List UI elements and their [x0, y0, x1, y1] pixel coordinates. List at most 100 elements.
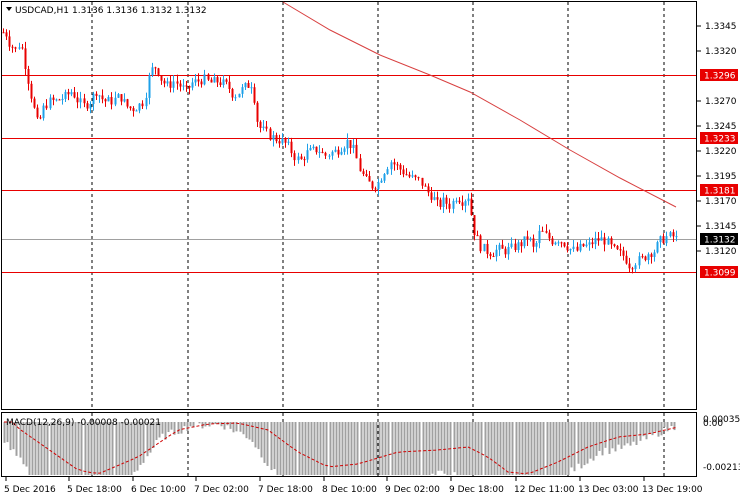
- dropdown-triangle-icon[interactable]: [6, 7, 12, 11]
- candle-body: [473, 215, 476, 236]
- candle-body: [458, 200, 461, 203]
- horizontal-levels[interactable]: [2, 75, 696, 273]
- level-tag-label: 1.3099: [704, 269, 736, 279]
- moving-average-line: [282, 1, 677, 208]
- level-tag-label: 1.3181: [704, 187, 736, 197]
- candle-body: [523, 236, 526, 247]
- candle-body: [591, 242, 594, 245]
- candle-body: [92, 93, 95, 105]
- candle-body: [49, 97, 52, 109]
- candle-body: [616, 245, 619, 250]
- candle-body: [262, 126, 265, 128]
- candle-body: [151, 67, 154, 76]
- candle-body: [517, 242, 520, 250]
- price-tick-label: 1.3145: [705, 222, 737, 232]
- candle-body: [483, 243, 486, 252]
- candle-body: [200, 81, 203, 85]
- candle-body: [427, 186, 430, 193]
- candle-body: [58, 99, 61, 101]
- candle-body: [383, 174, 386, 181]
- time-tick-label: 12 Dec 11:00: [514, 485, 575, 495]
- candle-body: [89, 104, 92, 109]
- price-axis: 1.3345 1.3320 1.3270 1.3245 1.3220 1.3195 1.31…: [697, 22, 737, 257]
- macd-label: MACD(12,26,9) -0.00008 -0.00021: [6, 418, 161, 428]
- candle-body: [560, 242, 563, 244]
- candle-body: [141, 103, 144, 107]
- candle-body: [579, 243, 582, 251]
- time-tick-label: 9 Dec 02:00: [385, 485, 440, 495]
- candle-body: [11, 46, 14, 48]
- candle-body: [234, 97, 237, 99]
- candle-body: [572, 246, 575, 249]
- candle-body: [495, 249, 498, 257]
- candle-body: [225, 79, 228, 82]
- price-tick-label: 1.3320: [705, 47, 737, 57]
- candle-body: [79, 98, 82, 103]
- candle-body: [328, 155, 331, 157]
- candle-body: [659, 236, 662, 243]
- candle-body: [231, 88, 234, 98]
- candle-body: [219, 82, 222, 86]
- level-tag-label: 1.3296: [704, 72, 736, 82]
- candle-body: [265, 126, 268, 129]
- candle-body: [135, 110, 138, 112]
- candle-body: [321, 151, 324, 153]
- candle-body: [132, 108, 135, 112]
- candle-body: [8, 36, 11, 47]
- candle-body: [182, 85, 185, 87]
- candle-body: [169, 81, 172, 88]
- candle-body: [197, 79, 200, 82]
- price-tick-label: 1.3170: [705, 197, 737, 207]
- candle-body: [461, 202, 464, 206]
- candle-body: [653, 252, 656, 257]
- time-tick-label: 13 Dec 19:00: [642, 485, 703, 495]
- candle-body: [641, 256, 644, 258]
- candle-body: [430, 192, 433, 200]
- candle-body: [545, 231, 548, 233]
- candle-body: [300, 156, 303, 160]
- candle-body: [36, 107, 39, 118]
- candle-body: [489, 253, 492, 257]
- candle-body: [393, 162, 396, 165]
- candle-body: [213, 77, 216, 83]
- candle-body: [45, 105, 48, 109]
- candle-body: [452, 200, 455, 209]
- candle-body: [117, 94, 120, 98]
- candle-body: [163, 80, 166, 84]
- candle-body: [634, 265, 637, 270]
- candle-body: [662, 236, 665, 244]
- candle-body: [647, 254, 650, 261]
- candle-body: [293, 153, 296, 161]
- candle-body: [67, 91, 70, 95]
- candle-body: [256, 102, 259, 122]
- candle-body: [5, 32, 8, 37]
- candle-body: [334, 149, 337, 152]
- macd-axis: 0.00035 -0.00213 0.00: [703, 415, 740, 473]
- candle-body: [566, 246, 569, 251]
- candle-body: [436, 197, 439, 200]
- candle-body: [631, 268, 634, 270]
- time-tick-label: 7 Dec 02:00: [194, 485, 249, 495]
- candle-body: [244, 82, 247, 88]
- candle-body: [207, 74, 210, 80]
- candle-body: [166, 81, 169, 84]
- candle-body: [529, 238, 532, 240]
- candle-body: [160, 75, 163, 81]
- candle-body: [52, 97, 55, 100]
- candle-body: [157, 68, 160, 76]
- candle-body: [275, 135, 278, 142]
- time-tick-label: 13 Dec 03:00: [578, 485, 639, 495]
- candle-body: [61, 98, 64, 101]
- candle-body: [281, 138, 284, 144]
- candle-body: [548, 232, 551, 239]
- candle-body: [55, 99, 58, 101]
- candle-body: [613, 244, 616, 246]
- candle-body: [104, 99, 107, 102]
- candle-body: [675, 236, 678, 238]
- candle-body: [554, 242, 557, 245]
- candle-body: [501, 244, 504, 249]
- candle-body: [557, 242, 560, 244]
- level-tag: [700, 266, 738, 278]
- candle-body: [290, 141, 293, 154]
